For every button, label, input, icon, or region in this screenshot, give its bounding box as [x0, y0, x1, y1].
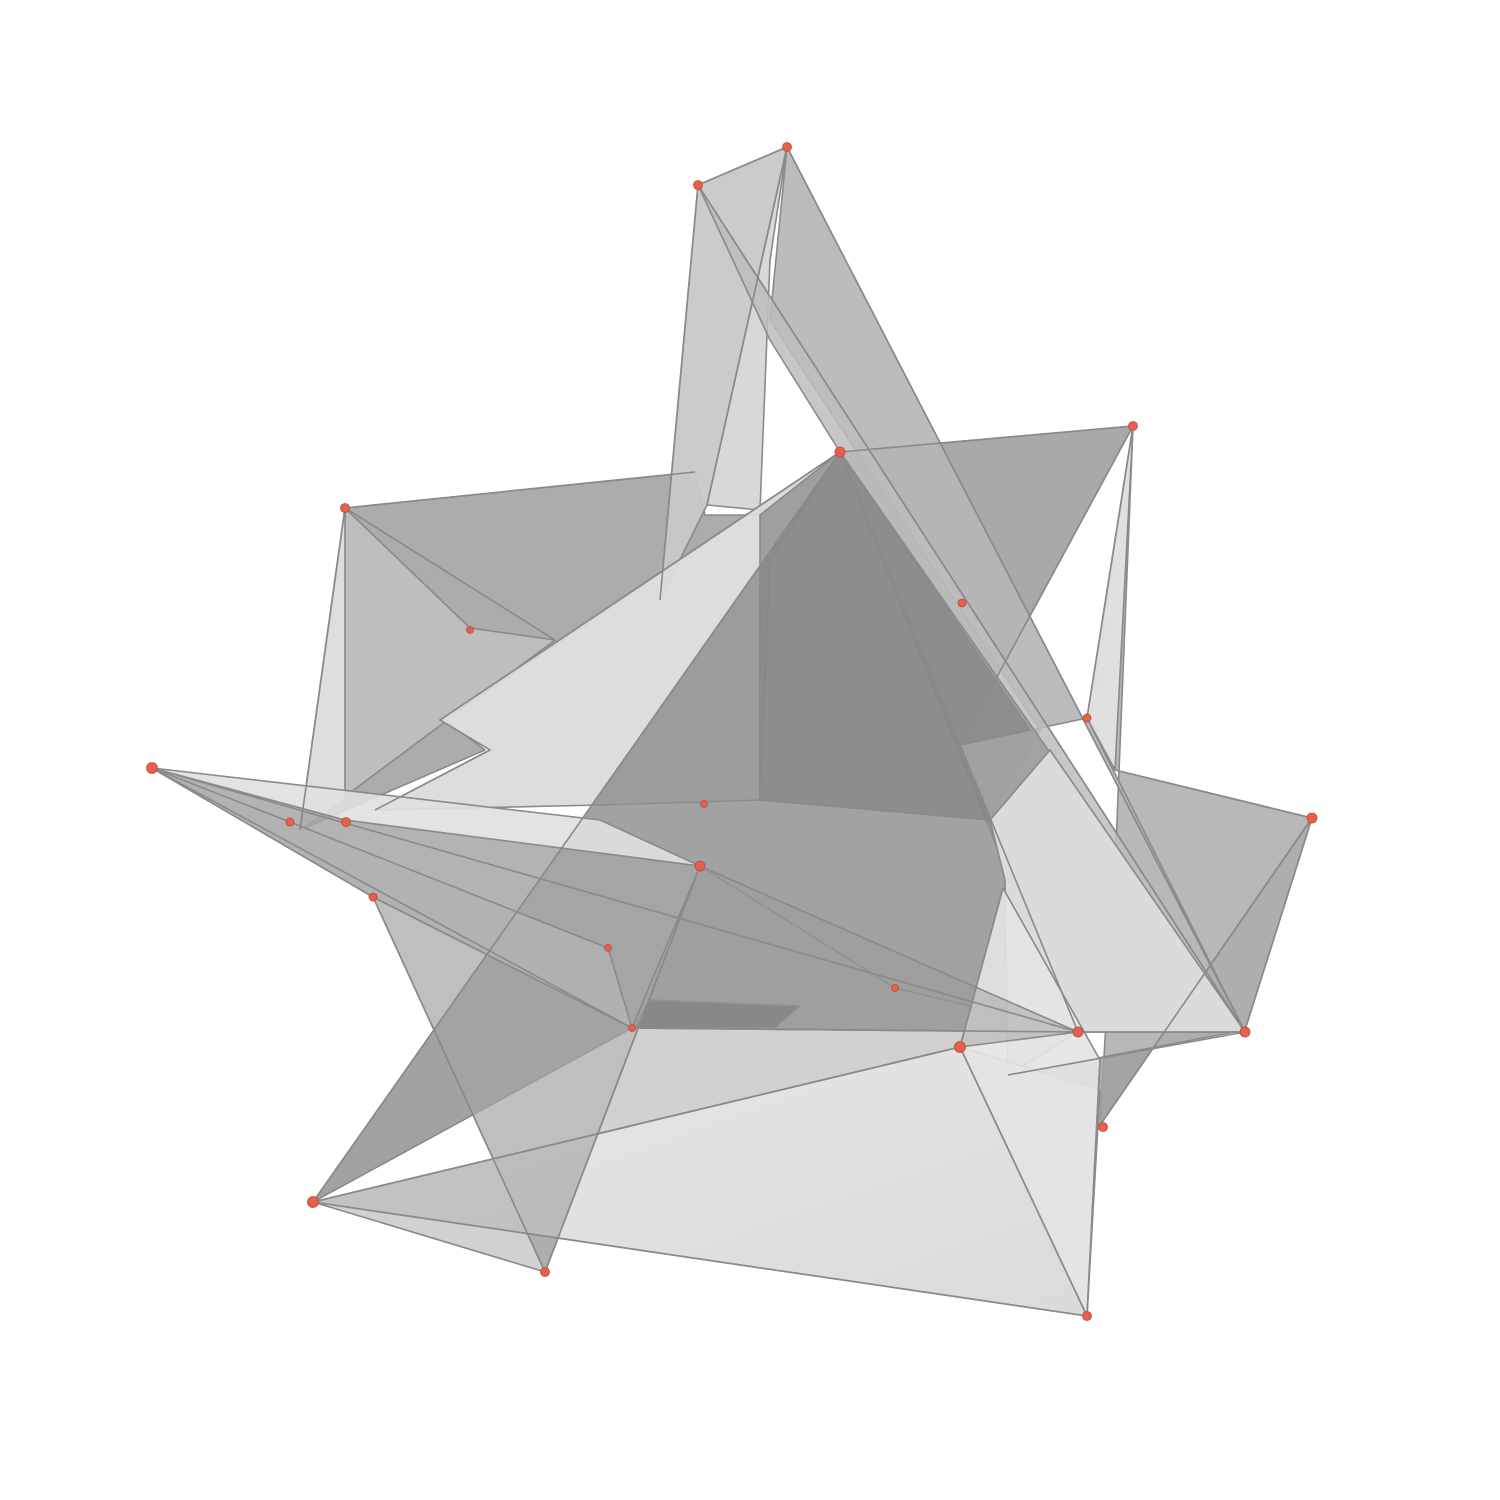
- vertex-marker: [1306, 812, 1318, 824]
- edges: [151, 145, 1314, 1317]
- edge-outline-17: [1244, 817, 1313, 1031]
- vertex-marker: [466, 626, 474, 634]
- edge-outline-3: [659, 184, 699, 601]
- edge-outline-6: [839, 451, 1079, 1033]
- vertex-marker: [1098, 1122, 1108, 1132]
- edge-outline-1: [697, 145, 1247, 1033]
- vertex-marker: [341, 817, 351, 827]
- vertex-marker: [146, 762, 158, 774]
- vertex-marker: [1082, 1311, 1092, 1321]
- vertex-marker: [782, 142, 792, 152]
- edge-outline-15: [959, 425, 1134, 746]
- vertex-marker: [628, 1024, 636, 1032]
- edge-outline-12: [299, 507, 346, 831]
- vertex-marker: [340, 503, 350, 513]
- vertex-marker: [700, 800, 708, 808]
- vertices: [146, 142, 1318, 1321]
- vertex-marker: [540, 1267, 550, 1277]
- edge-outline-19: [959, 887, 1004, 1048]
- edge-outline-20: [374, 451, 841, 811]
- vertex-marker: [694, 860, 706, 872]
- vertex-marker: [368, 892, 378, 902]
- vertex-marker: [1128, 421, 1138, 431]
- vertex-marker: [604, 944, 612, 952]
- vertex-marker: [957, 598, 967, 608]
- vertex-marker: [693, 180, 703, 190]
- edge-outline-13: [344, 507, 556, 641]
- vertex-marker: [891, 984, 899, 992]
- vertex-marker: [285, 817, 295, 827]
- vertex-marker: [834, 446, 846, 458]
- edge-outline-8: [151, 767, 1079, 1033]
- edge-outline-2: [697, 184, 1246, 1033]
- vertex-marker: [1082, 713, 1092, 723]
- edge-outline-4: [706, 146, 788, 506]
- edge-outline-11: [344, 471, 696, 509]
- vertex-marker: [307, 1196, 319, 1208]
- edge-outline-5: [311, 451, 1101, 1317]
- vertex-marker: [1072, 1026, 1084, 1038]
- edge-outline-18: [1007, 1031, 1246, 1076]
- vertex-marker: [954, 1041, 966, 1053]
- bottom-faces: [312, 865, 1101, 1317]
- vertex-marker: [1239, 1026, 1251, 1038]
